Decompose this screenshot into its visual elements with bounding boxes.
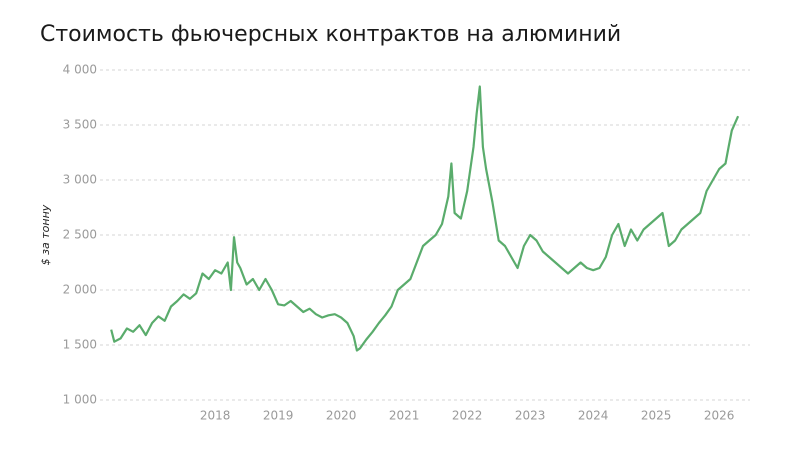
y-tick-label: 2 000 bbox=[63, 283, 97, 297]
x-tick-label: 2021 bbox=[389, 409, 420, 423]
chart-title: Стоимость фьючерсных контрактов на алюми… bbox=[40, 22, 621, 47]
line-series bbox=[110, 85, 740, 352]
x-tick-label: 2019 bbox=[263, 409, 294, 423]
x-tick-label: 2024 bbox=[578, 409, 609, 423]
x-tick-label: 2026 bbox=[704, 409, 735, 423]
x-tick-label: 2022 bbox=[452, 409, 483, 423]
x-tick-label: 2018 bbox=[200, 409, 231, 423]
y-tick-label: 3 000 bbox=[63, 173, 97, 187]
y-tick-label: 1 500 bbox=[63, 338, 97, 352]
x-tick-label: 2023 bbox=[515, 409, 546, 423]
y-axis-label: $ за тонну bbox=[39, 204, 52, 265]
y-tick-label: 1 000 bbox=[63, 393, 97, 407]
y-tick-label: 3 500 bbox=[63, 118, 97, 132]
x-tick-label: 2025 bbox=[641, 409, 672, 423]
y-tick-label: 4 000 bbox=[63, 63, 97, 77]
y-tick-label: 2 500 bbox=[63, 228, 97, 242]
x-tick-label: 2020 bbox=[326, 409, 357, 423]
